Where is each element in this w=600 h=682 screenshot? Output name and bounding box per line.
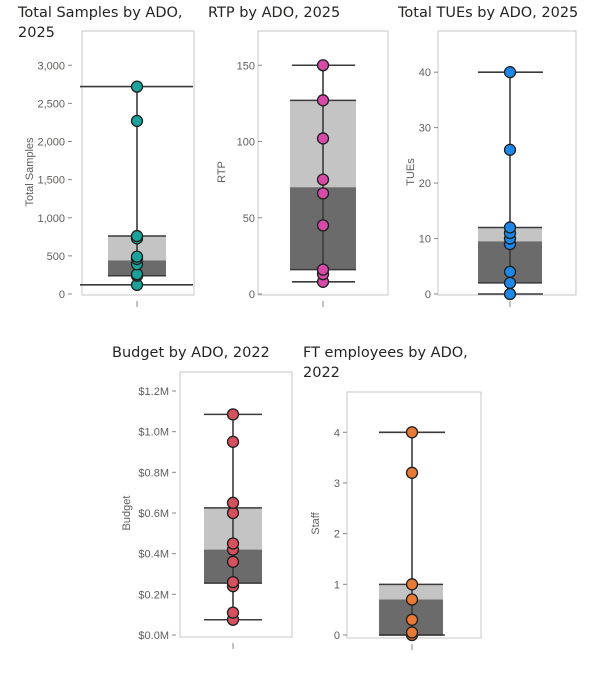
chart-title-line: 2025: [18, 25, 55, 41]
data-point: [226, 555, 240, 568]
chart-title: FT employees by ADO, 2022: [303, 345, 468, 381]
chart-budget: Budget by ADO, 2022 Budget $0.0M $0.2M $0.…: [112, 345, 293, 649]
y-tick-label: $0.8M: [138, 467, 169, 479]
plot-frame: [81, 30, 195, 296]
data-point: [316, 94, 330, 107]
y-tick-label: 30: [419, 123, 431, 135]
y-tick-label: $1.2M: [138, 386, 169, 398]
data-point: [226, 408, 240, 421]
y-tick-label: 4: [334, 427, 340, 439]
chart-title-line: 2022: [303, 365, 340, 381]
data-point: [405, 593, 419, 606]
y-tick-label: 3: [334, 478, 340, 490]
y-tick-label: 150: [237, 60, 255, 72]
y-tick-label: 1,000: [37, 213, 65, 225]
data-point: [316, 187, 330, 200]
y-tick-label: $1.0M: [138, 427, 169, 439]
chart-title-line: Total TUEs by ADO, 2025: [397, 5, 578, 21]
data-point: [503, 143, 517, 156]
data-point: [405, 626, 419, 639]
y-tick-label: 2: [334, 529, 340, 541]
chart-title-line: Budget by ADO, 2022: [112, 345, 270, 361]
y-tick-label: $0.2M: [138, 589, 169, 601]
data-point: [503, 221, 517, 234]
data-point: [316, 59, 330, 72]
data-point: [130, 80, 144, 93]
chart-total-samples: Total Samples by ADO, 2025 Total Samples…: [17, 5, 195, 307]
chart-rtp: RTP by ADO, 2025 RTP 0 50 100 150: [208, 5, 389, 307]
y-axis-label: Budget: [121, 496, 133, 531]
y-tick-label: $0.4M: [138, 549, 169, 561]
chart-title-line: FT employees by ADO,: [303, 345, 468, 361]
y-tick-label: 2,500: [37, 98, 65, 110]
data-point: [226, 575, 240, 589]
y-tick-label: 10: [419, 234, 431, 246]
box-upper: [379, 584, 443, 600]
y-tick-label: 1: [334, 579, 340, 591]
data-point: [226, 435, 240, 448]
y-tick-label: 20: [419, 178, 431, 190]
data-point: [130, 114, 144, 128]
data-point: [405, 466, 419, 479]
y-tick-label: 0: [425, 289, 431, 301]
data-point: [405, 426, 419, 439]
chart-ft-employees: FT employees by ADO, 2022 Staff 0 1 2 3 4: [303, 345, 482, 650]
y-tick-label: 40: [419, 67, 431, 79]
data-point: [226, 606, 240, 619]
data-point: [503, 287, 517, 301]
data-point: [130, 229, 144, 243]
y-axis-label: Staff: [310, 511, 322, 534]
chart-title: RTP by ADO, 2025: [208, 5, 340, 21]
y-tick-label: 1,500: [37, 175, 65, 187]
y-tick-label: 0: [59, 289, 65, 301]
chart-title: Total Samples by ADO, 2025: [17, 5, 183, 41]
y-tick-label: 0: [249, 289, 255, 301]
data-point: [316, 132, 330, 145]
y-axis-label: Total Samples: [24, 137, 36, 207]
y-tick-label: $0.0M: [138, 630, 169, 642]
chart-title-line: Total Samples by ADO,: [17, 5, 183, 21]
y-axis-label: RTP: [216, 161, 228, 183]
y-tick-label: 0: [334, 630, 340, 642]
y-axis-label: TUEs: [405, 158, 417, 186]
chart-title: Total TUEs by ADO, 2025: [397, 5, 578, 21]
plot-frame: [257, 30, 389, 296]
plot-frame: [179, 371, 293, 638]
data-point: [503, 66, 517, 79]
data-point: [503, 276, 517, 290]
y-tick-label: $0.6M: [138, 508, 169, 520]
chart-tues: Total TUEs by ADO, 2025 TUEs 0 10 20 30 40: [397, 5, 578, 307]
data-point: [226, 537, 240, 550]
data-point: [405, 613, 419, 626]
y-tick-label: 50: [243, 213, 255, 225]
chart-title: Budget by ADO, 2022: [112, 345, 270, 361]
chart-title-line: RTP by ADO, 2025: [208, 5, 340, 21]
data-point: [316, 219, 330, 232]
y-tick-label: 2,000: [37, 137, 65, 149]
data-point: [226, 496, 240, 509]
data-point: [316, 173, 330, 186]
data-point: [503, 265, 517, 278]
y-tick-label: 100: [237, 137, 255, 149]
data-point: [405, 578, 419, 591]
data-point: [130, 250, 144, 263]
y-tick-label: 500: [47, 251, 65, 263]
data-point: [226, 506, 240, 520]
data-point: [316, 263, 330, 276]
y-tick-label: 3,000: [37, 60, 65, 72]
